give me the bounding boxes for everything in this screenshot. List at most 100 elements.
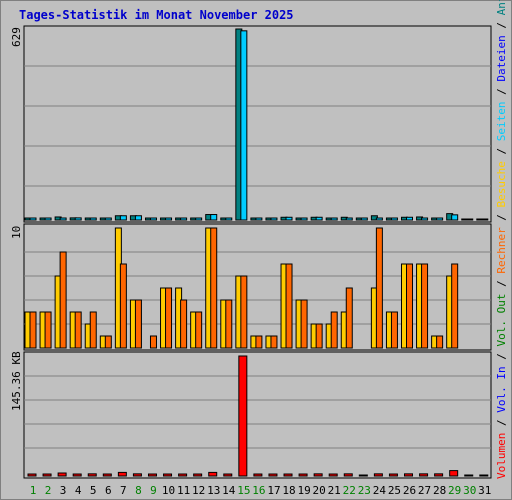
- bar-volumen-day-15: [238, 355, 248, 477]
- bar-seiten-day-4: [74, 217, 82, 221]
- bar-volumen-day-16: [253, 473, 263, 477]
- x-tick-label-day-23: 23: [358, 484, 371, 497]
- bar-seiten-day-23: [360, 217, 368, 221]
- x-tick-label-day-24: 24: [373, 484, 387, 497]
- x-tick-label-day-5: 5: [90, 484, 97, 497]
- bar-seiten-day-28: [436, 217, 444, 221]
- bar-volumen-day-20: [313, 473, 323, 477]
- bar-volumen-day-3: [57, 472, 67, 477]
- bar-volumen-day-25: [388, 473, 398, 477]
- bar-seiten-day-15: [240, 30, 248, 221]
- bar-volumen-day-24: [373, 473, 383, 477]
- bar-volumen-day-12: [193, 473, 203, 477]
- bar-volumen-day-8: [132, 473, 142, 477]
- bar-rechner-day-2: [44, 311, 52, 349]
- bar-volumen-day-19: [298, 473, 308, 477]
- bar-seiten-day-12: [195, 217, 203, 221]
- x-tick-label-day-2: 2: [45, 484, 52, 497]
- bar-seiten-day-19: [300, 217, 308, 221]
- bar-rechner-day-1: [29, 311, 37, 349]
- bar-rechner-day-16: [255, 335, 263, 349]
- x-tick-label-day-4: 4: [75, 484, 82, 497]
- x-tick-label-day-10: 10: [162, 484, 175, 497]
- bar-volumen-day-18: [283, 473, 293, 477]
- x-tick-label-day-21: 21: [328, 484, 341, 497]
- bar-seiten-day-22: [345, 217, 353, 221]
- bar-volumen-day-14: [223, 473, 233, 477]
- bar-rechner-day-11: [180, 299, 188, 349]
- x-tick-label-day-1: 1: [30, 484, 37, 497]
- bar-seiten-day-30: [466, 218, 474, 221]
- x-tick-label-day-18: 18: [282, 484, 295, 497]
- bar-volumen-day-11: [178, 473, 188, 477]
- bar-rechner-day-6: [104, 335, 112, 349]
- bar-seiten-day-1: [29, 217, 37, 221]
- bar-rechner-day-3: [59, 251, 67, 349]
- bar-rechner-day-21: [330, 311, 338, 349]
- bar-volumen-day-21: [328, 473, 338, 477]
- bar-seiten-day-27: [421, 217, 429, 221]
- bar-rechner-day-10: [165, 287, 173, 349]
- x-tick-label-day-9: 9: [150, 484, 157, 497]
- x-tick-label-day-15: 15: [237, 484, 250, 497]
- bar-seiten-day-21: [330, 217, 338, 221]
- bar-seiten-day-31: [481, 218, 489, 221]
- bar-volumen-day-29: [449, 470, 459, 477]
- bar-volumen-day-5: [87, 473, 97, 477]
- bar-volumen-day-23: [358, 474, 368, 477]
- bar-seiten-day-8: [134, 215, 142, 221]
- bar-rechner-day-18: [285, 263, 293, 349]
- bar-seiten-day-29: [451, 214, 459, 221]
- bar-rechner-day-20: [315, 323, 323, 349]
- bar-seiten-day-9: [149, 217, 157, 221]
- bar-volumen-day-4: [72, 473, 82, 477]
- bar-rechner-day-26: [406, 263, 413, 349]
- panel-0-frame: [23, 25, 492, 223]
- bar-seiten-day-18: [285, 216, 293, 221]
- bar-seiten-day-17: [270, 217, 278, 221]
- bar-seiten-day-6: [104, 217, 112, 221]
- x-tick-label-day-17: 17: [267, 484, 280, 497]
- bar-volumen-day-7: [117, 471, 127, 477]
- x-tick-label-day-7: 7: [120, 484, 127, 497]
- bar-volumen-day-1: [27, 473, 37, 477]
- x-tick-label-day-14: 14: [222, 484, 236, 497]
- bar-rechner-day-14: [225, 299, 233, 349]
- x-tick-label-day-31: 31: [478, 484, 491, 497]
- bar-volumen-day-27: [419, 473, 429, 477]
- bar-volumen-day-13: [208, 471, 218, 477]
- x-tick-label-day-6: 6: [105, 484, 112, 497]
- bar-rechner-day-29: [451, 263, 459, 349]
- bar-rechner-day-9: [149, 335, 157, 349]
- bar-rechner-day-17: [270, 335, 278, 349]
- x-tick-label-day-30: 30: [463, 484, 476, 497]
- bar-volumen-day-6: [102, 473, 112, 477]
- x-tick-label-day-8: 8: [135, 484, 142, 497]
- x-tick-label-day-28: 28: [433, 484, 446, 497]
- bar-seiten-day-25: [390, 217, 398, 221]
- bar-rechner-day-13: [210, 227, 218, 349]
- bar-volumen-day-30: [464, 474, 474, 477]
- bar-rechner-day-15: [240, 275, 248, 349]
- x-tick-label-day-3: 3: [60, 484, 67, 497]
- panel-1-frame: [23, 223, 492, 351]
- x-tick-label-day-13: 13: [207, 484, 220, 497]
- panel-2-frame: [23, 351, 492, 479]
- bar-seiten-day-16: [255, 217, 263, 221]
- chart-title: Tages-Statistik im Monat November 2025: [19, 8, 294, 22]
- bar-seiten-day-24: [375, 217, 383, 221]
- bar-rechner-day-19: [300, 299, 308, 349]
- bar-seiten-day-20: [315, 216, 323, 221]
- bar-volumen-day-10: [163, 473, 173, 477]
- bar-volumen-day-9: [147, 473, 157, 477]
- bar-seiten-day-13: [210, 214, 218, 221]
- bar-rechner-day-7: [119, 263, 127, 349]
- bar-volumen-day-2: [42, 473, 52, 477]
- bar-seiten-day-11: [180, 217, 188, 221]
- bar-volumen-day-31: [479, 474, 489, 477]
- bar-seiten-day-3: [59, 217, 67, 221]
- bar-rechner-day-12: [195, 311, 203, 349]
- x-tick-label-day-29: 29: [448, 484, 461, 497]
- x-tick-label-day-11: 11: [177, 484, 190, 497]
